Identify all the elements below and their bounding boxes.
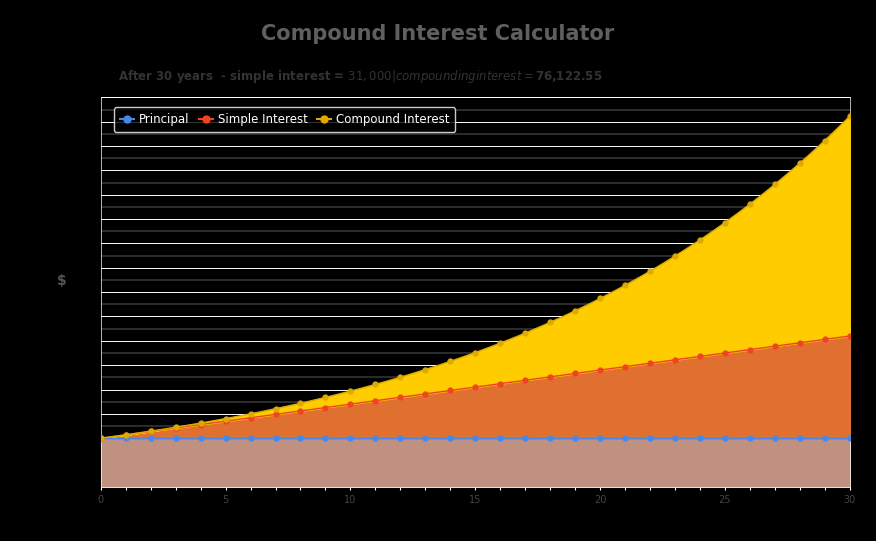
Text: Compound Interest Calculator: Compound Interest Calculator (261, 24, 615, 44)
Text: After 30 years  - simple interest = $31,000 | compounding interest = $76,122.55: After 30 years - simple interest = $31,0… (118, 68, 603, 84)
Legend: Principal, Simple Interest, Compound Interest: Principal, Simple Interest, Compound Int… (114, 107, 456, 132)
Text: $: $ (56, 274, 67, 288)
